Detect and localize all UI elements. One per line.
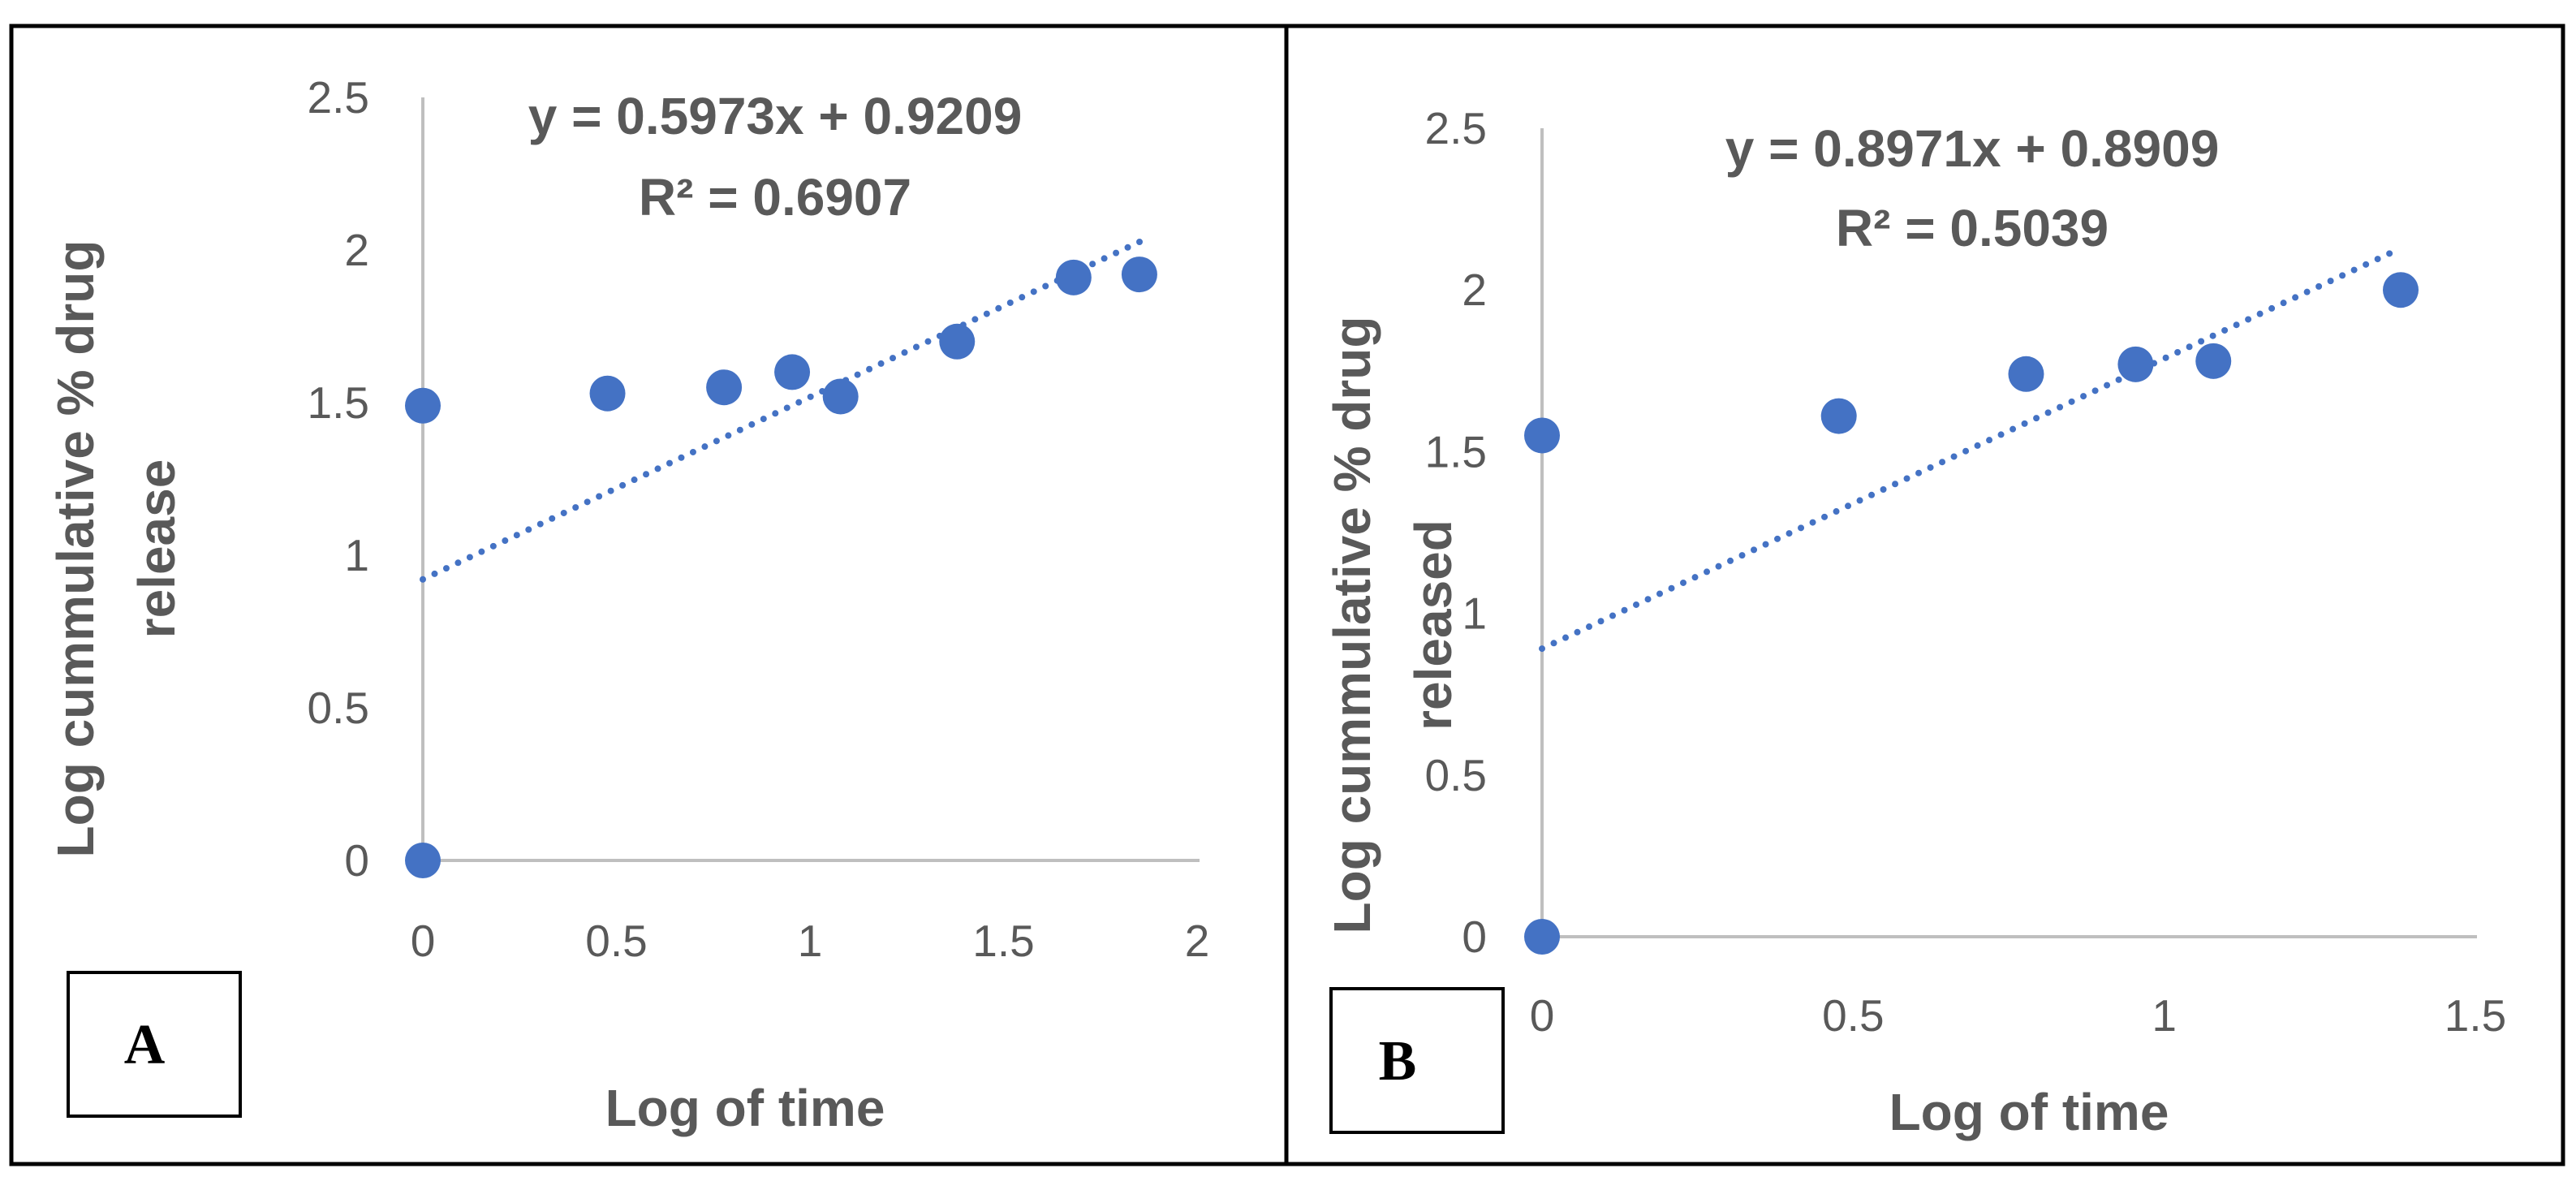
y-tick-label: 1 <box>1462 589 1487 639</box>
y-tick-label: 2.5 <box>1425 103 1487 153</box>
x-axis-title-a: Log of time <box>605 1079 885 1137</box>
x-tick-label: 0 <box>1530 990 1555 1041</box>
tick-labels-b: 0 0.5 1 1.5 0 0.5 1 1.5 2 2.5 <box>1425 103 2507 1041</box>
x-axis-title-b: Log of time <box>1889 1083 2169 1141</box>
data-point <box>1524 417 1560 454</box>
y-axis-title-b-line1: Log cummulative % drug <box>1323 317 1381 934</box>
panel-label-b: B <box>1379 1030 1417 1093</box>
y-tick-label: 0.5 <box>1425 750 1487 800</box>
data-point <box>939 323 976 360</box>
y-tick-label: 0.5 <box>308 683 369 733</box>
axes-b <box>1540 128 2477 938</box>
y-tick-label: 2 <box>344 225 369 275</box>
x-tick-label: 0.5 <box>1822 990 1884 1041</box>
x-tick-label: 2 <box>1185 916 1210 966</box>
y-tick-label: 1 <box>344 530 369 580</box>
x-tick-label: 1.5 <box>2445 990 2506 1041</box>
chart-panel-a: 0 0.5 1 1.5 2 0 0.5 1 1.5 2 2.5 y = 0.5973x + 0.92… <box>46 72 1209 1137</box>
data-point <box>1820 398 1857 434</box>
data-point <box>2008 356 2044 392</box>
data-point <box>2117 346 2154 382</box>
axes-a <box>421 97 1200 862</box>
y-axis-title-b: Log cummulative % drug released <box>1323 317 1462 934</box>
r-squared-b: R² = 0.5039 <box>1836 199 2109 257</box>
data-points-a <box>405 257 1157 878</box>
tick-labels-a: 0 0.5 1 1.5 2 0 0.5 1 1.5 2 2.5 <box>308 72 1210 966</box>
trendline-b <box>1539 248 2398 653</box>
panel-label-a: A <box>124 1014 166 1076</box>
data-point <box>706 369 743 406</box>
data-point <box>2195 343 2232 379</box>
x-tick-label: 1 <box>2152 990 2177 1041</box>
y-tick-label: 2 <box>1462 265 1487 315</box>
data-point <box>1055 259 1092 295</box>
y-axis-title-a-line1: Log cummulative % drug <box>46 240 105 858</box>
y-tick-label: 1.5 <box>1425 426 1487 476</box>
trendline <box>420 237 1147 583</box>
y-axis-title-a: Log cummulative % drug release <box>46 240 186 858</box>
x-tick-label: 0 <box>411 916 436 966</box>
y-axis-title-a-line2: release <box>127 459 186 639</box>
data-point <box>405 843 441 878</box>
r-squared-a: R² = 0.6907 <box>639 168 911 226</box>
y-axis-title-b-line2: released <box>1404 520 1462 731</box>
panel-label-box-b <box>1329 987 1505 1134</box>
data-points-b <box>1524 272 2419 955</box>
data-point <box>822 378 859 415</box>
y-tick-label: 0 <box>344 835 369 886</box>
data-point <box>1524 919 1560 955</box>
trendline-equation-b: y = 0.8971x + 0.8909 <box>1725 119 2220 178</box>
y-tick-label: 1.5 <box>308 377 369 428</box>
x-tick-label: 1 <box>798 916 823 966</box>
data-point <box>774 354 811 390</box>
y-tick-label: 2.5 <box>308 72 369 123</box>
x-tick-label: 1.5 <box>972 916 1034 966</box>
x-tick-label: 0.5 <box>585 916 647 966</box>
data-point <box>589 375 626 412</box>
trendline <box>1539 248 2398 653</box>
chart-panel-b: 0 0.5 1 1.5 0 0.5 1 1.5 2 2.5 y = 0.8971x + 0.890… <box>1323 103 2506 1141</box>
data-point <box>1121 257 1157 293</box>
data-point <box>2383 272 2419 308</box>
data-point <box>405 387 441 424</box>
panel-label-box-a <box>67 971 242 1118</box>
trendline-equation-a: y = 0.5973x + 0.9209 <box>528 87 1023 145</box>
y-tick-label: 0 <box>1462 912 1487 962</box>
trendline-a <box>420 237 1147 583</box>
